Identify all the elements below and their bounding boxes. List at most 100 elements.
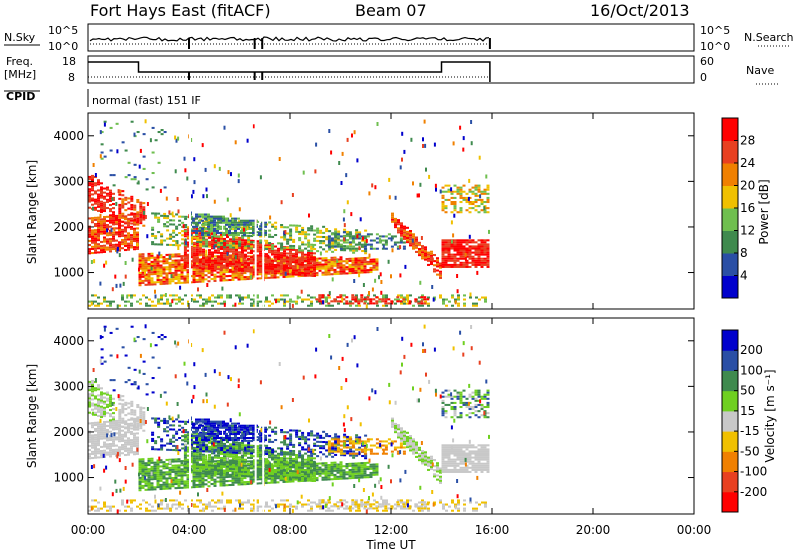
power-cell bbox=[447, 265, 451, 268]
velocity-cell bbox=[94, 389, 97, 392]
power-cell bbox=[252, 219, 255, 222]
power-cell bbox=[213, 275, 217, 278]
velocity-cell bbox=[202, 455, 205, 458]
power-cell bbox=[474, 251, 478, 254]
power-cell bbox=[196, 236, 200, 239]
power-cell bbox=[295, 300, 298, 303]
power-cell bbox=[220, 235, 224, 238]
power-cell bbox=[243, 272, 247, 275]
power-cell bbox=[280, 242, 284, 245]
power-cell bbox=[474, 201, 478, 204]
power-cell bbox=[292, 273, 295, 276]
power-cell bbox=[91, 235, 94, 238]
power-cell bbox=[183, 229, 187, 232]
power-cell bbox=[228, 223, 231, 226]
velocity-cell bbox=[97, 386, 100, 389]
power-cell bbox=[121, 239, 124, 242]
velocity-cell bbox=[180, 464, 184, 467]
power-cell bbox=[232, 226, 236, 229]
velocity-cell bbox=[171, 470, 175, 473]
power-cell bbox=[444, 205, 448, 208]
power-cell bbox=[199, 304, 202, 307]
power-cell bbox=[208, 240, 211, 243]
power-cell bbox=[283, 248, 286, 251]
power-speckle bbox=[205, 249, 208, 254]
power-cell bbox=[234, 217, 237, 220]
power-cell bbox=[225, 219, 228, 222]
velocity-cell bbox=[315, 464, 319, 467]
power-cell bbox=[418, 300, 421, 303]
velocity-cell bbox=[192, 446, 196, 449]
velocity-cell bbox=[133, 432, 136, 435]
power-cell bbox=[157, 243, 161, 246]
power-cell bbox=[441, 194, 445, 197]
power-cell bbox=[409, 236, 412, 239]
power-cell bbox=[328, 230, 332, 233]
velocity-cell bbox=[375, 467, 379, 470]
power-speckle bbox=[485, 174, 488, 179]
velocity-cell bbox=[357, 466, 361, 469]
power-speckle bbox=[202, 194, 205, 199]
velocity-cell bbox=[91, 434, 94, 437]
velocity-cell bbox=[162, 477, 166, 480]
velocity-cell bbox=[136, 420, 139, 423]
power-speckle bbox=[144, 215, 147, 219]
power-cell bbox=[181, 215, 185, 218]
power-cell bbox=[154, 212, 158, 215]
velocity-cell bbox=[252, 476, 256, 479]
power-cell bbox=[456, 265, 460, 268]
power-cell bbox=[139, 209, 143, 212]
velocity-cell bbox=[195, 477, 199, 480]
power-cell bbox=[192, 277, 196, 280]
velocity-cell bbox=[357, 464, 361, 467]
velocity-cell bbox=[147, 488, 151, 491]
velocity-cell bbox=[231, 481, 235, 484]
power-speckle bbox=[124, 261, 127, 265]
power-cell bbox=[310, 249, 314, 252]
power-cell bbox=[418, 241, 421, 244]
date-label: 16/Oct/2013 bbox=[590, 1, 690, 20]
power-cell bbox=[396, 296, 400, 299]
power-cell bbox=[307, 260, 310, 263]
power-cell bbox=[181, 221, 185, 224]
power-cell bbox=[216, 265, 220, 268]
power-cell bbox=[138, 263, 142, 266]
power-cell bbox=[130, 246, 133, 249]
velocity-cell bbox=[133, 419, 137, 422]
power-cell bbox=[205, 230, 208, 233]
power-cell bbox=[213, 223, 216, 226]
power-cell bbox=[243, 232, 246, 235]
power-cell bbox=[121, 204, 125, 207]
power-speckle bbox=[234, 302, 237, 307]
power-speckle bbox=[182, 224, 185, 229]
power-cell bbox=[145, 302, 148, 305]
velocity-cell bbox=[351, 466, 355, 469]
power-cell bbox=[246, 221, 249, 224]
velocity-cell bbox=[97, 400, 100, 403]
power-cell bbox=[144, 275, 148, 278]
power-ylabel: Slant Range [km] bbox=[25, 160, 39, 264]
velocity-cell bbox=[136, 444, 139, 447]
power-cell bbox=[402, 245, 406, 248]
velocity-cell bbox=[88, 395, 91, 398]
velocity-cell bbox=[174, 483, 178, 486]
velocity-cell bbox=[156, 479, 160, 482]
power-cell bbox=[331, 246, 335, 249]
power-cell bbox=[175, 302, 178, 305]
power-cell bbox=[357, 259, 361, 262]
power-cell bbox=[351, 294, 355, 297]
power-cell bbox=[283, 270, 286, 273]
power-cell bbox=[195, 242, 199, 245]
power-cell bbox=[324, 265, 328, 268]
power-cell bbox=[316, 229, 320, 232]
power-cell bbox=[195, 244, 199, 247]
power-cell bbox=[295, 263, 298, 266]
power-speckle bbox=[237, 179, 240, 184]
power-cell bbox=[453, 245, 457, 248]
power-cell bbox=[372, 264, 376, 267]
velocity-cell bbox=[100, 411, 103, 414]
freq-trace bbox=[88, 61, 491, 82]
power-cell bbox=[217, 302, 220, 305]
power-cell bbox=[157, 161, 161, 164]
power-speckle bbox=[243, 227, 245, 232]
